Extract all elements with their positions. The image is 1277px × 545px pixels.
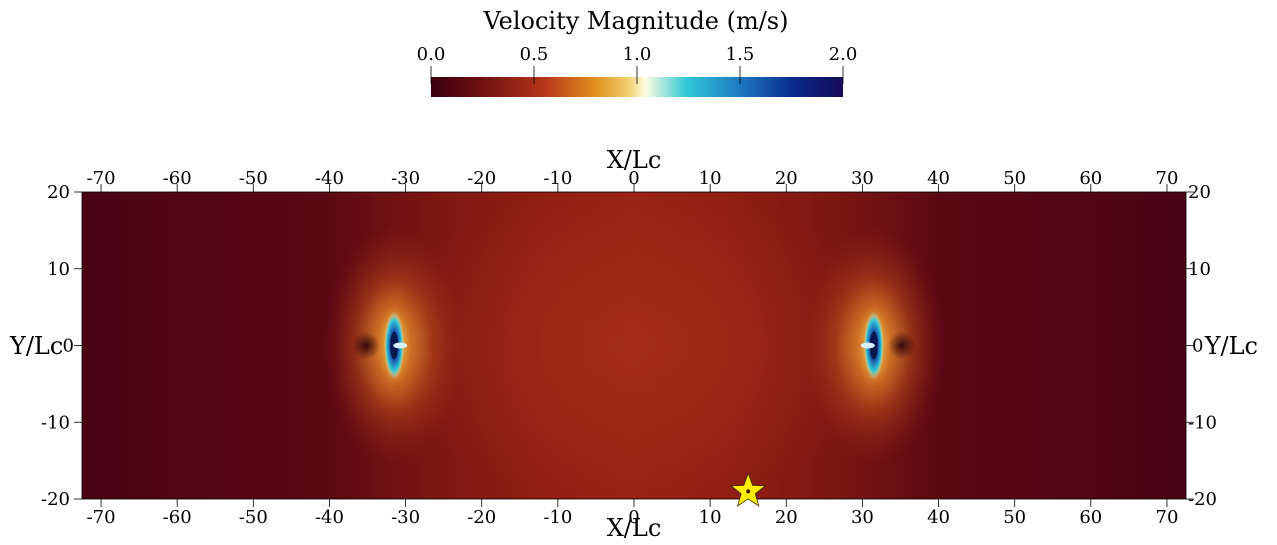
y-tick-label-right: -10 bbox=[1188, 412, 1217, 433]
y-axis-label-left: Y/Lc bbox=[9, 332, 63, 360]
y-axis-left: 20 10 0 -10 -20 bbox=[41, 182, 82, 510]
x-tick-label-top: 50 bbox=[1003, 168, 1026, 189]
y-tick-label-right: 0 bbox=[1192, 336, 1203, 357]
y-tick-label-left: 10 bbox=[47, 259, 70, 280]
colorbar-tick-label: 1.0 bbox=[623, 44, 652, 65]
x-tick-label-bottom: -70 bbox=[87, 507, 116, 528]
y-tick-label-right: 20 bbox=[1188, 182, 1211, 203]
x-tick-label-bottom: -50 bbox=[239, 507, 268, 528]
x-tick-label-bottom: -30 bbox=[391, 507, 420, 528]
heatmap-field bbox=[82, 192, 1186, 499]
colorbar-tick-label: 1.5 bbox=[726, 44, 755, 65]
x-tick-label-top: 20 bbox=[775, 168, 798, 189]
x-tick-label-top: 30 bbox=[851, 168, 874, 189]
field-center-glow bbox=[374, 192, 894, 499]
x-axis-label-top: X/Lc bbox=[607, 146, 662, 174]
x-tick-label-bottom: -40 bbox=[315, 507, 344, 528]
x-tick-label-bottom: 0 bbox=[628, 507, 639, 528]
y-tick-label-left: 0 bbox=[63, 336, 74, 357]
x-tick-label-top: 40 bbox=[927, 168, 950, 189]
x-tick-label-top: 10 bbox=[699, 168, 722, 189]
x-tick-label-bottom: 50 bbox=[1003, 507, 1026, 528]
x-tick-label-top: 70 bbox=[1156, 168, 1179, 189]
y-tick-label-left: -20 bbox=[41, 489, 70, 510]
x-tick-label-top: -10 bbox=[543, 168, 572, 189]
x-tick-label-bottom: 20 bbox=[775, 507, 798, 528]
y-tick-label-right: -20 bbox=[1188, 489, 1217, 510]
x-tick-label-top: -20 bbox=[467, 168, 496, 189]
x-tick-label-bottom: -60 bbox=[163, 507, 192, 528]
x-tick-label-top: -50 bbox=[239, 168, 268, 189]
star-marker-center bbox=[746, 489, 751, 494]
x-tick-label-top: -40 bbox=[315, 168, 344, 189]
source-highlight bbox=[393, 342, 408, 349]
x-tick-label-top: 0 bbox=[628, 168, 639, 189]
x-tick-label-bottom: 40 bbox=[927, 507, 950, 528]
colorbar-tick-label: 0.5 bbox=[520, 44, 549, 65]
x-tick-label-bottom: -20 bbox=[467, 507, 496, 528]
x-tick-label-bottom: -10 bbox=[543, 507, 572, 528]
x-tick-label-bottom: 30 bbox=[851, 507, 874, 528]
colorbar-tick-label: 0.0 bbox=[417, 44, 446, 65]
x-tick-label-bottom: 70 bbox=[1156, 507, 1179, 528]
x-tick-label-top: 60 bbox=[1079, 168, 1102, 189]
colorbar-ticks: 0.0 0.5 1.0 1.5 2.0 bbox=[417, 44, 858, 84]
source-highlight bbox=[860, 342, 875, 349]
y-tick-label-right: 10 bbox=[1188, 259, 1211, 280]
y-axis-label-right: Y/Lc bbox=[1204, 332, 1258, 360]
x-axis-label-bottom: X/Lc bbox=[607, 514, 662, 542]
x-tick-label-bottom: 60 bbox=[1079, 507, 1102, 528]
x-axis-top: -70 -60 -50 -40 -30 -20 -10 0 10 20 30 40 50 60 70 bbox=[87, 168, 1179, 192]
y-tick-label-left: 20 bbox=[47, 182, 70, 203]
x-tick-label-bottom: 10 bbox=[699, 507, 722, 528]
source-dark-spot bbox=[887, 331, 916, 360]
colorbar-tick-label: 2.0 bbox=[829, 44, 858, 65]
x-axis-bottom: -70 -60 -50 -40 -30 -20 -10 0 10 20 30 40 50 60 70 bbox=[87, 499, 1179, 528]
x-tick-label-top: -60 bbox=[163, 168, 192, 189]
x-tick-label-top: -30 bbox=[391, 168, 420, 189]
x-tick-label-top: -70 bbox=[87, 168, 116, 189]
y-axis-right: 20 10 0 -10 -20 bbox=[1186, 182, 1217, 510]
colorbar-title: Velocity Magnitude (m/s) bbox=[483, 7, 789, 35]
source-dark-spot bbox=[352, 331, 381, 360]
y-tick-label-left: -10 bbox=[41, 412, 70, 433]
